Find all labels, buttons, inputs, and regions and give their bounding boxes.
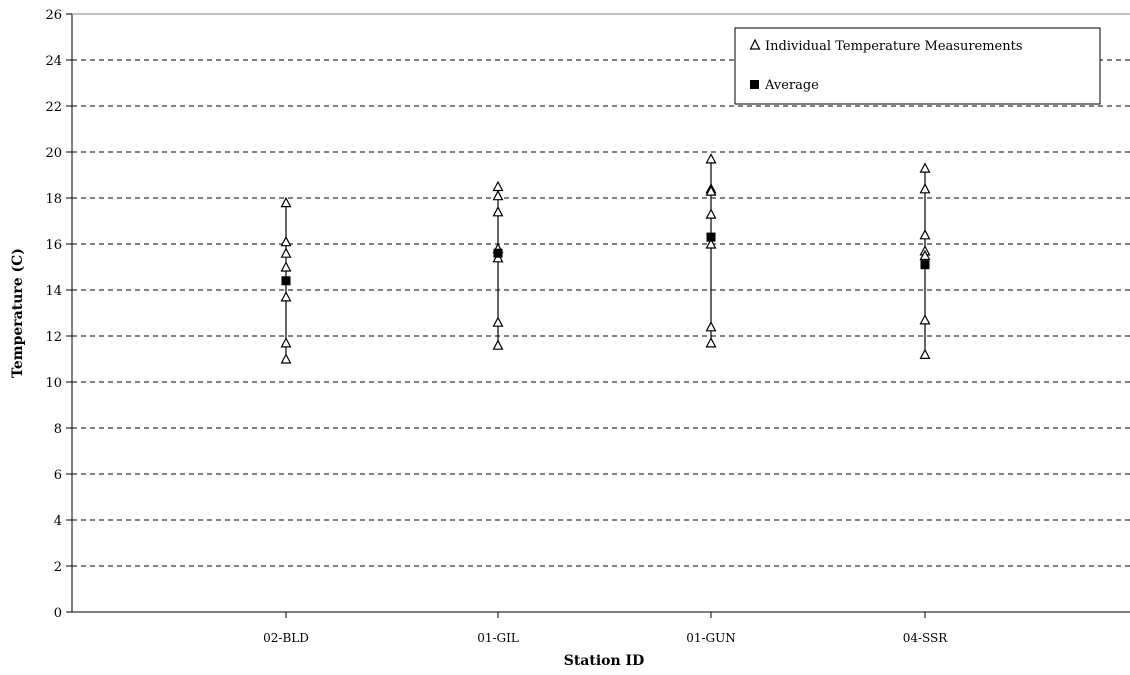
legend-box bbox=[734, 27, 1101, 105]
legend-item-average: Average bbox=[764, 78, 819, 93]
legend: Individual Temperature Measurements Aver… bbox=[734, 27, 1101, 105]
measurement-point bbox=[705, 208, 717, 219]
x-tick-label: 02-BLD bbox=[263, 631, 309, 645]
measurement-point bbox=[280, 261, 292, 272]
y-tick-label: 2 bbox=[54, 560, 62, 575]
average-point bbox=[920, 260, 930, 270]
y-tick-label: 24 bbox=[45, 54, 62, 69]
y-tick-label: 6 bbox=[54, 468, 62, 483]
y-tick-label: 16 bbox=[45, 238, 62, 253]
x-axis-label: Station ID bbox=[564, 653, 645, 669]
measurement-point bbox=[919, 348, 931, 359]
measurement-point bbox=[492, 316, 504, 327]
x-axis-ticks: 02-BLD 01-GIL 01-GUN 04-SSR bbox=[263, 612, 948, 645]
measurement-point bbox=[492, 189, 504, 201]
measurement-point bbox=[280, 291, 292, 302]
y-tick-label: 26 bbox=[45, 8, 62, 23]
y-tick-label: 4 bbox=[54, 514, 62, 529]
y-tick-label: 14 bbox=[45, 284, 62, 299]
y-tick-label: 18 bbox=[45, 192, 62, 207]
measurement-point bbox=[705, 321, 717, 332]
axes bbox=[71, 13, 1130, 613]
y-tick-label: 12 bbox=[45, 330, 62, 345]
range-lines bbox=[285, 158, 926, 359]
measurement-point bbox=[492, 206, 504, 217]
average-points bbox=[281, 232, 930, 286]
measurement-points bbox=[280, 153, 931, 364]
average-point bbox=[281, 276, 291, 286]
x-tick-label: 04-SSR bbox=[903, 631, 949, 645]
y-tick-label: 10 bbox=[45, 376, 62, 391]
legend-item-measurements: Individual Temperature Measurements bbox=[765, 39, 1023, 54]
measurement-point bbox=[919, 229, 931, 240]
measurement-point bbox=[705, 238, 717, 249]
measurement-point bbox=[280, 247, 292, 258]
measurement-point bbox=[492, 339, 504, 350]
average-point bbox=[493, 248, 503, 258]
measurement-point bbox=[280, 196, 292, 208]
measurement-point bbox=[705, 185, 717, 196]
measurement-point bbox=[919, 183, 931, 194]
y-tick-label: 8 bbox=[54, 422, 62, 437]
measurement-point bbox=[705, 153, 717, 164]
average-point bbox=[706, 232, 716, 242]
measurement-point bbox=[280, 337, 292, 348]
measurement-point bbox=[280, 235, 292, 247]
measurement-point bbox=[919, 314, 931, 325]
x-tick-label: 01-GUN bbox=[686, 631, 736, 645]
measurement-point bbox=[492, 180, 504, 192]
y-tick-label: 22 bbox=[45, 100, 62, 115]
y-tick-label: 20 bbox=[45, 146, 62, 161]
y-axis-label: Temperature (C) bbox=[10, 248, 26, 378]
measurement-point bbox=[705, 337, 717, 348]
measurement-point bbox=[280, 353, 292, 364]
y-tick-label: 0 bbox=[54, 606, 62, 621]
x-tick-label: 01-GIL bbox=[477, 631, 519, 645]
measurement-point bbox=[919, 162, 931, 173]
legend-square-icon bbox=[750, 80, 759, 89]
legend-triangle-icon bbox=[749, 38, 761, 50]
measurement-point bbox=[919, 249, 931, 261]
